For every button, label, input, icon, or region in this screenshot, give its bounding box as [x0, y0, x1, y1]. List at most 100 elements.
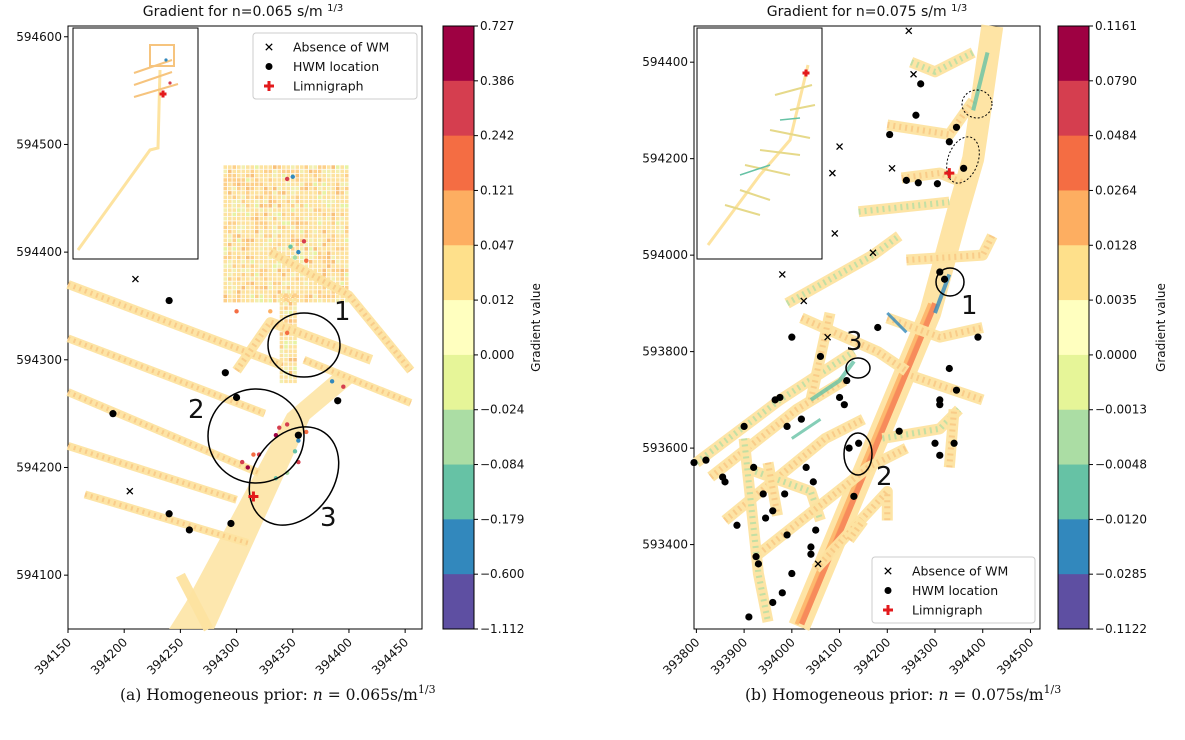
grid-cell: [246, 260, 250, 264]
grid-cell: [286, 204, 291, 208]
grid-cell: [250, 208, 255, 212]
absence-wm-marker: [824, 333, 832, 341]
grid-cell: [300, 234, 304, 238]
grid-cell: [291, 169, 295, 174]
grid-cell: [295, 212, 300, 217]
gradient-hotspot: [296, 249, 301, 255]
grid-cell: [344, 191, 349, 195]
grid-cell: [300, 191, 304, 195]
grid-cell: [246, 238, 250, 243]
hwm-marker: [835, 393, 844, 402]
grid-cell: [264, 173, 268, 178]
colorbar-segment: [443, 80, 474, 137]
grid-cell: [300, 247, 304, 251]
grid-cell: [268, 186, 273, 191]
grid-cell: [326, 260, 331, 264]
hwm-marker: [974, 333, 982, 341]
grid-cell: [326, 298, 331, 303]
grid-cell: [317, 199, 322, 204]
x-tick-label: 394200: [88, 635, 130, 677]
grid-cell: [322, 298, 326, 303]
grid-cell: [293, 345, 297, 349]
grid-cell: [293, 314, 297, 319]
grid-cell: [228, 255, 232, 260]
colorbar-tick-label: 0.727: [480, 19, 514, 33]
absence-wm-marker: [905, 27, 913, 35]
hwm-marker: [750, 463, 758, 471]
grid-cell: [277, 178, 282, 182]
grid-cell: [291, 251, 295, 255]
zone-label-2: 2: [876, 462, 893, 492]
grid-cell: [255, 255, 259, 260]
grid-cell: [344, 234, 349, 238]
grid-cell: [335, 255, 340, 260]
grid-cell: [331, 195, 335, 199]
plus-marker-shape: [159, 90, 167, 98]
grid-cell: [282, 191, 286, 195]
grid-cell: [241, 165, 246, 169]
street-18: [811, 486, 893, 573]
grid-cell: [295, 191, 300, 195]
caption-a: (a) Homogeneous prior: n = 0.065s/m1/3: [120, 683, 436, 704]
absence-wm-marker: [778, 270, 786, 278]
grid-cell: [335, 251, 340, 255]
hwm-marker: [850, 492, 858, 500]
grid-cell: [344, 182, 349, 187]
colorbar-segment: [1058, 464, 1089, 520]
grid-cell: [317, 173, 322, 178]
absence-wm-marker: [131, 275, 139, 283]
grid-cell: [223, 221, 228, 225]
grid-cell: [277, 229, 282, 234]
grid-cell: [237, 221, 241, 225]
grid-cell: [241, 251, 246, 255]
street-10: [858, 196, 950, 218]
grid-cell: [331, 255, 335, 260]
hwm-marker: [936, 268, 944, 276]
grid-cell: [228, 216, 232, 221]
grid-cell: [317, 268, 322, 273]
gradient-hotspot: [251, 452, 256, 457]
x-marker-shape: [905, 27, 913, 35]
grid-cell: [282, 225, 286, 230]
grid-cell: [313, 195, 317, 199]
grid-cell: [232, 182, 237, 187]
grid-cell: [317, 251, 322, 255]
grid-cell: [277, 204, 282, 208]
grid-cell: [291, 178, 295, 182]
x-marker-shape: [869, 249, 877, 257]
grid-cell: [268, 169, 273, 174]
grid-cell: [241, 186, 246, 191]
grid-cell: [241, 247, 246, 251]
grid-cell: [255, 195, 259, 199]
grid-cell: [286, 247, 291, 251]
grid-cell: [232, 255, 237, 260]
hwm-marker: [902, 176, 910, 184]
colorbar-segment: [1058, 245, 1089, 301]
grid-cell: [246, 229, 250, 234]
grid-cell: [308, 298, 313, 303]
grid-cell: [282, 229, 286, 234]
upper-grid-block: [223, 165, 349, 303]
grid-cell: [344, 255, 349, 260]
grid-cell: [286, 272, 291, 277]
grid-cell: [264, 208, 268, 212]
grid-cell: [264, 169, 268, 174]
grid-cell: [295, 229, 300, 234]
grid-cell: [288, 362, 293, 366]
colorbar-tick-label: 0.0790: [1095, 74, 1137, 88]
grid-cell: [331, 182, 335, 187]
grid-cell: [250, 182, 255, 187]
grid-cell: [264, 272, 268, 277]
hwm-marker: [936, 401, 944, 409]
grid-cell: [288, 379, 293, 384]
grid-cell: [255, 178, 259, 182]
zone-label-1: 1: [334, 297, 351, 327]
grid-cell: [255, 238, 259, 243]
grid-cell: [264, 251, 268, 255]
x-tick-label: 394450: [369, 635, 411, 677]
lower-stub: [175, 572, 213, 632]
inset-highlights: [739, 117, 801, 176]
grid-cell: [268, 225, 273, 230]
grid-cell: [313, 281, 317, 286]
grid-cell: [246, 290, 250, 294]
